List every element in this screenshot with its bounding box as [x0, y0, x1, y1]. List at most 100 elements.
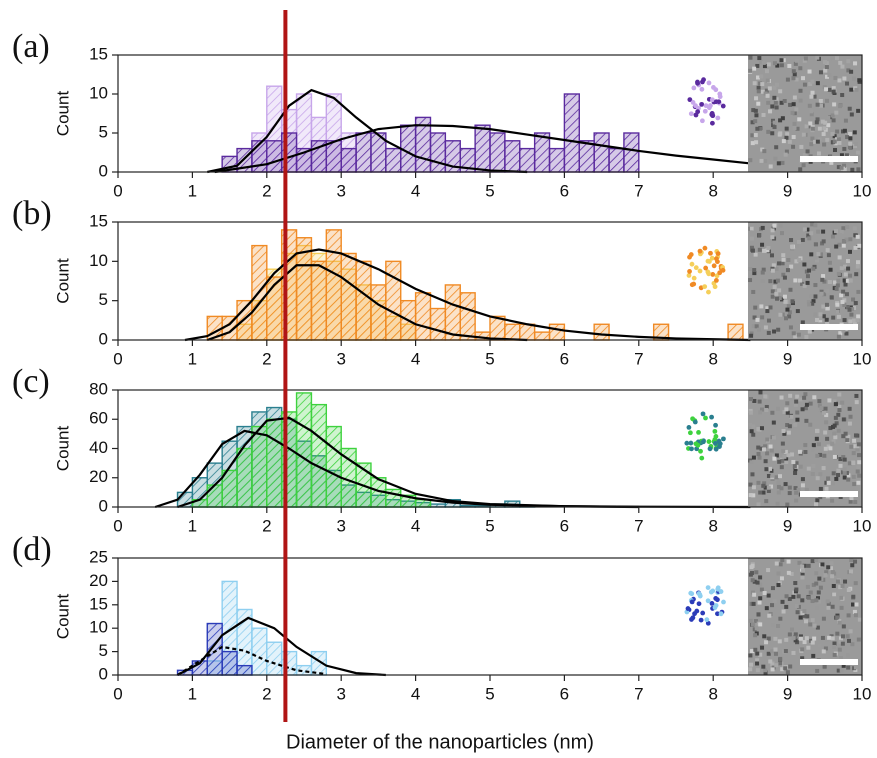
tem-noise — [783, 649, 788, 654]
tem-noise — [787, 596, 792, 601]
tem-noise — [824, 486, 829, 491]
tem-noise — [749, 226, 754, 231]
tem-noise — [844, 470, 849, 475]
tem-noise — [806, 466, 811, 471]
cluster-atom — [686, 273, 692, 278]
tem-noise — [827, 280, 832, 285]
tem-noise — [823, 406, 828, 411]
tem-noise — [750, 248, 755, 253]
tem-noise — [798, 636, 803, 641]
tem-noise — [839, 266, 844, 271]
tem-noise — [797, 258, 802, 263]
tem-noise — [856, 167, 861, 172]
tem-noise — [814, 598, 819, 603]
tem-noise — [790, 299, 795, 304]
tem-noise — [794, 587, 799, 592]
tem-noise — [832, 431, 837, 436]
tem-noise — [814, 120, 819, 125]
tem-noise — [763, 668, 768, 673]
tem-noise — [765, 248, 770, 253]
tem-noise — [816, 590, 821, 595]
y-tick-label: 5 — [99, 641, 108, 660]
tem-noise — [802, 283, 807, 288]
tem-noise — [763, 159, 768, 164]
y-tick-label: 10 — [89, 251, 108, 270]
tem-noise — [780, 312, 785, 317]
tem-noise — [836, 468, 841, 473]
tem-noise — [785, 502, 790, 507]
tem-noise — [764, 606, 769, 611]
tem-noise — [832, 139, 837, 144]
tem-noise — [769, 448, 774, 453]
tem-noise — [849, 558, 854, 563]
histogram-bar — [563, 93, 580, 173]
tem-noise — [853, 500, 858, 505]
tem-noise — [791, 144, 796, 149]
tem-noise — [846, 665, 851, 670]
tem-noise — [818, 472, 823, 477]
tem-noise — [810, 90, 815, 95]
tem-noise — [770, 294, 775, 299]
tem-noise — [832, 399, 837, 404]
tem-noise — [851, 594, 856, 599]
tem-noise — [763, 106, 768, 111]
tem-noise — [831, 89, 836, 94]
tem-noise — [829, 561, 834, 566]
tem-noise — [766, 62, 771, 67]
tem-noise — [805, 227, 810, 232]
tem-noise — [773, 100, 778, 105]
tem-noise — [788, 393, 793, 398]
tem-noise — [781, 609, 786, 614]
cluster-atom — [692, 419, 698, 425]
tem-noise — [773, 279, 778, 284]
tem-noise — [768, 444, 773, 449]
tem-noise — [796, 487, 801, 492]
tem-noise — [839, 293, 844, 298]
tem-noise — [748, 618, 753, 623]
tem-noise — [766, 488, 771, 493]
tem-noise — [831, 56, 836, 61]
tem-noise — [810, 618, 815, 623]
tem-noise — [817, 399, 822, 404]
tem-noise — [781, 449, 786, 454]
tem-noise — [765, 306, 770, 311]
tem-noise — [841, 417, 846, 422]
tem-noise — [808, 590, 813, 595]
tem-noise — [834, 244, 839, 249]
tem-noise — [823, 68, 828, 73]
tem-noise — [833, 75, 838, 80]
histogram-bar — [251, 627, 268, 676]
tem-noise — [810, 104, 815, 109]
tem-noise — [798, 66, 803, 71]
tem-noise — [845, 278, 850, 283]
tem-noise — [805, 614, 810, 619]
tem-noise — [845, 305, 850, 310]
tem-noise — [800, 564, 805, 569]
cluster-atom — [699, 455, 705, 461]
tem-noise — [826, 115, 831, 120]
fit-curve — [206, 264, 528, 342]
tem-noise — [748, 653, 753, 658]
tem-noise — [822, 292, 827, 297]
cluster-atom — [692, 611, 697, 617]
tem-noise — [792, 95, 797, 100]
tem-noise — [845, 653, 850, 658]
tem-noise — [805, 149, 810, 154]
tem-noise — [757, 455, 762, 460]
tem-noise — [782, 294, 787, 299]
cluster-atom — [715, 259, 720, 265]
tem-noise — [816, 596, 821, 601]
tem-noise — [772, 599, 777, 604]
tem-noise — [751, 601, 756, 606]
tem-noise — [779, 395, 784, 400]
tem-noise — [772, 329, 777, 334]
tem-noise — [826, 480, 831, 485]
tem-noise — [760, 242, 765, 247]
tem-noise — [772, 223, 777, 228]
y-tick-label: 20 — [89, 467, 108, 486]
tem-noise — [770, 622, 775, 627]
tem-noise — [841, 663, 846, 668]
tem-noise — [748, 572, 753, 577]
tem-noise — [778, 616, 783, 621]
tem-noise — [771, 435, 776, 440]
